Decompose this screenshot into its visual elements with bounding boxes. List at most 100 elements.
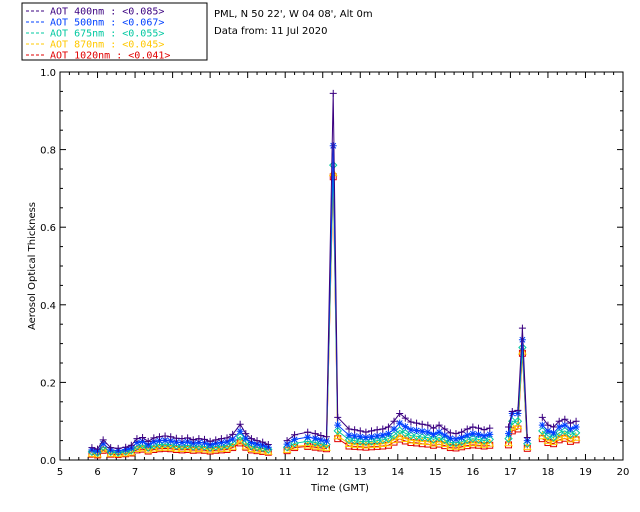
data-point [452, 430, 460, 438]
data-point [217, 439, 225, 447]
data-point [474, 424, 482, 432]
data-point [505, 430, 513, 438]
data-point [155, 437, 163, 445]
data-point [167, 433, 175, 441]
series-line [91, 145, 577, 452]
data-point [379, 425, 387, 433]
x-tick-label: 10 [241, 467, 254, 478]
data-point [344, 435, 354, 445]
data-point [544, 427, 552, 435]
data-point [317, 432, 325, 440]
data-point [395, 431, 405, 440]
data-point [283, 437, 291, 445]
data-point [139, 437, 147, 445]
data-point [362, 433, 370, 441]
data-point [384, 434, 393, 443]
data-point [345, 431, 353, 439]
data-point [329, 89, 337, 97]
series-line [91, 93, 577, 450]
data-point [150, 434, 158, 442]
data-point [351, 432, 359, 440]
data-point [133, 439, 141, 447]
date-label: Data from: 11 Jul 2020 [214, 26, 327, 37]
y-axis-label: Aerosol Optical Thickness [27, 202, 38, 330]
x-tick-label: 7 [132, 467, 138, 478]
data-point [372, 439, 382, 448]
data-point [229, 430, 237, 438]
data-point [485, 438, 495, 447]
series-1 [88, 142, 580, 455]
y-tick-label: 0.8 [40, 146, 56, 157]
data-point [368, 433, 376, 441]
data-point [504, 438, 513, 447]
data-point [178, 435, 186, 443]
legend-mean-value: <0.085> [122, 7, 164, 18]
data-point [195, 435, 203, 443]
data-point [550, 429, 558, 437]
data-point [373, 426, 381, 434]
data-point [518, 343, 527, 352]
data-point [390, 417, 398, 425]
x-axis-label: Time (GMT) [310, 483, 369, 494]
data-point [401, 429, 410, 438]
data-point [247, 439, 255, 447]
x-tick-label: 18 [542, 467, 555, 478]
data-point [361, 440, 371, 449]
data-point [513, 421, 523, 430]
data-point [189, 436, 197, 444]
data-point [311, 438, 320, 447]
data-point [329, 142, 337, 150]
data-point [149, 443, 159, 452]
data-point [463, 431, 471, 439]
x-tick-label: 5 [57, 467, 63, 478]
data-point [373, 432, 381, 440]
legend-separator: : [104, 29, 122, 40]
data-point [356, 437, 365, 446]
legend-separator: : [104, 7, 122, 18]
data-point [446, 434, 454, 442]
data-point [367, 440, 376, 449]
data-point [469, 423, 477, 431]
legend-series-name: AOT 400nm [50, 7, 104, 18]
location-label: PML, N 50 22', W 04 08', Alt 0m [214, 9, 373, 20]
data-point [317, 436, 325, 444]
data-point [99, 436, 107, 444]
legend-label: AOT 675nm : <0.055> [50, 29, 164, 40]
data-point [480, 426, 488, 434]
data-point [356, 427, 364, 435]
legend-label: AOT 500nm : <0.067> [50, 18, 164, 29]
data-point [424, 421, 432, 429]
data-point [311, 434, 319, 442]
data-point [333, 426, 342, 436]
data-point [572, 417, 580, 425]
data-point [290, 441, 299, 450]
y-tick-label: 0.6 [40, 223, 56, 234]
data-point [264, 445, 273, 454]
data-point [172, 438, 180, 446]
data-point [161, 436, 169, 444]
data-point [537, 431, 547, 440]
data-point [561, 415, 569, 423]
data-point [184, 438, 192, 446]
data-point [396, 419, 404, 427]
data-point [322, 433, 330, 441]
data-point [429, 438, 438, 447]
data-point [469, 430, 477, 438]
data-point [485, 435, 494, 444]
data-point [505, 423, 513, 431]
data-point [423, 433, 433, 442]
legend-series-name: AOT 1020nm [50, 51, 110, 62]
data-point [344, 439, 354, 448]
data-point [94, 445, 102, 453]
data-point [390, 425, 398, 433]
data-point [155, 433, 163, 441]
x-tick-label: 9 [207, 467, 213, 478]
legend-entry: AOT 1020nm : <0.041> [26, 51, 170, 62]
data-point [417, 436, 427, 445]
data-point [350, 436, 359, 445]
data-point [514, 406, 522, 414]
data-point [396, 409, 404, 417]
data-point [150, 438, 158, 446]
data-point [474, 430, 482, 438]
data-point [303, 437, 312, 446]
